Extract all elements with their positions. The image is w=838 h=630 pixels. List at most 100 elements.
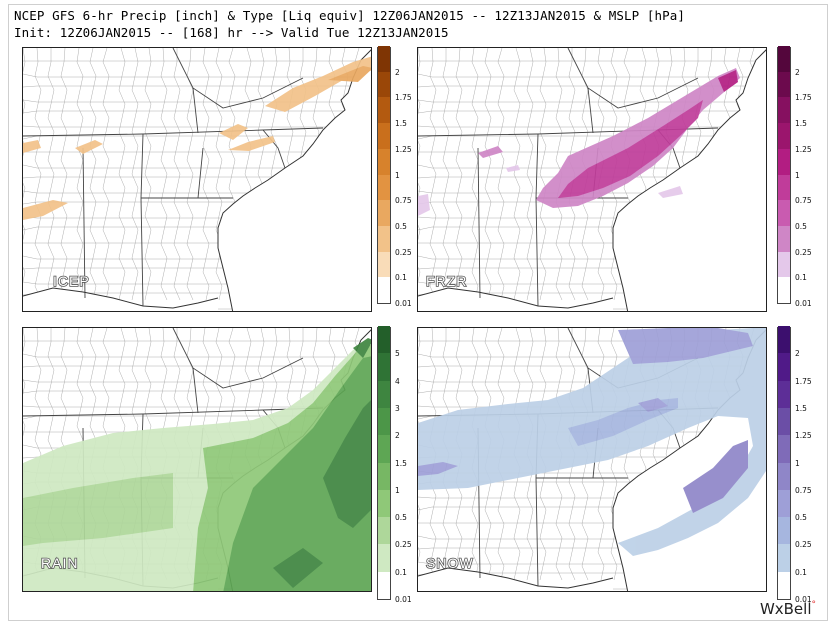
colorbar-segment <box>378 352 390 381</box>
rain-map: RAIN <box>23 328 371 591</box>
colorbar-tick-label: 1.25 <box>795 144 812 154</box>
colorbar-tick-label: 2 <box>795 349 800 359</box>
icep-colorbar <box>377 45 391 304</box>
rain-colorbar <box>377 325 391 600</box>
colorbar-tick-label: 0.5 <box>395 221 407 231</box>
colorbar-segment <box>378 122 390 149</box>
colorbar-segment <box>778 516 790 545</box>
colorbar-segment <box>778 325 790 354</box>
colorbar-segment <box>378 380 390 408</box>
colorbar-segment <box>378 489 390 518</box>
colorbar-tick-label: 0.5 <box>395 513 407 523</box>
colorbar-tick-label: 3 <box>395 403 400 413</box>
figure-title: NCEP GFS 6-hr Precip [inch] & Type [Liq … <box>14 8 686 23</box>
wxbell-logo: WxBell° <box>760 600 816 618</box>
colorbar-segment <box>778 462 790 490</box>
colorbar-segment <box>378 45 390 72</box>
colorbar-tick-label: 1.5 <box>395 458 407 468</box>
frzr-precip-shading <box>418 68 740 216</box>
colorbar-segment <box>378 434 390 463</box>
colorbar-tick-label: 1.75 <box>395 93 412 103</box>
rain-panel-label: RAIN <box>41 555 78 571</box>
colorbar-tick-label: 0.25 <box>795 540 812 550</box>
rain-precip-shading <box>23 338 371 591</box>
colorbar-tick-label: 1.25 <box>395 144 412 154</box>
wxbell-logo-text: WxBell <box>759 600 812 618</box>
colorbar-tick-label: 1.75 <box>795 93 812 103</box>
colorbar-tick-label: 0.01 <box>395 595 412 604</box>
colorbar-segment <box>378 225 390 252</box>
snow-colorbar <box>777 325 791 600</box>
colorbar-tick-label: 1.5 <box>395 119 407 129</box>
colorbar-segment <box>778 380 790 408</box>
colorbar-tick-label: 2 <box>395 431 400 441</box>
colorbar-tick-label: 1.5 <box>795 119 807 129</box>
colorbar-segment <box>778 148 790 175</box>
frzr-map-panel: FRZR <box>417 47 767 312</box>
colorbar-segment <box>778 407 790 436</box>
colorbar-tick-label: 4 <box>395 376 400 386</box>
colorbar-tick-label: 0.01 <box>795 299 812 308</box>
colorbar-segment <box>778 434 790 463</box>
colorbar-segment <box>378 96 390 124</box>
colorbar-segment <box>378 407 390 436</box>
colorbar-tick-label: 0.01 <box>795 595 812 604</box>
colorbar-tick-label: 0.1 <box>795 567 807 577</box>
colorbar-segment <box>778 122 790 149</box>
colorbar-tick-label: 2 <box>395 67 400 77</box>
colorbar-tick-label: 0.75 <box>795 485 812 495</box>
frzr-map: FRZR <box>418 48 766 311</box>
basemap-lines <box>23 48 371 311</box>
colorbar-tick-label: 0.25 <box>395 540 412 550</box>
colorbar-tick-label: 1.5 <box>795 403 807 413</box>
wxbell-logo-dot: ° <box>811 600 817 610</box>
icep-map-panel: ICEP <box>22 47 372 312</box>
colorbar-segment <box>778 571 790 599</box>
colorbar-tick-label: 0.5 <box>795 513 807 523</box>
colorbar-segment <box>778 174 790 201</box>
rain-map-panel: RAIN <box>22 327 372 592</box>
colorbar-tick-label: 0.75 <box>395 196 412 206</box>
figure-frame <box>8 4 828 621</box>
colorbar-tick-label: 1 <box>795 170 800 180</box>
snow-panel-label: SNOW <box>426 555 474 571</box>
colorbar-segment <box>778 489 790 518</box>
colorbar-tick-label: 0.01 <box>395 299 412 308</box>
colorbar-tick-label: 0.25 <box>395 247 412 257</box>
colorbar-tick-label: 1.25 <box>795 431 812 441</box>
colorbar-tick-label: 1.75 <box>795 376 812 386</box>
colorbar-segment <box>378 543 390 572</box>
colorbar-segment <box>378 174 390 201</box>
colorbar-segment <box>378 71 390 98</box>
colorbar-segment <box>778 251 790 278</box>
colorbar-segment <box>778 276 790 303</box>
colorbar-segment <box>778 225 790 252</box>
colorbar-segment <box>778 199 790 226</box>
colorbar-segment <box>378 325 390 354</box>
snow-precip-shading <box>418 328 766 556</box>
colorbar-segment <box>378 516 390 545</box>
colorbar-segment <box>778 96 790 124</box>
colorbar-segment <box>378 148 390 175</box>
colorbar-tick-label: 5 <box>395 349 400 359</box>
frzr-colorbar <box>777 45 791 304</box>
colorbar-tick-label: 1 <box>395 170 400 180</box>
colorbar-segment <box>778 352 790 381</box>
colorbar-segment <box>778 71 790 98</box>
colorbar-tick-label: 0.1 <box>395 273 407 283</box>
colorbar-tick-label: 1 <box>395 485 400 495</box>
colorbar-tick-label: 0.5 <box>795 221 807 231</box>
colorbar-tick-label: 0.1 <box>395 567 407 577</box>
snow-map: SNOW <box>418 328 766 591</box>
frzr-panel-label: FRZR <box>426 273 467 289</box>
figure-subtitle: Init: 12Z06JAN2015 -- [168] hr --> Valid… <box>14 25 449 40</box>
colorbar-segment <box>778 45 790 72</box>
colorbar-segment <box>778 543 790 572</box>
colorbar-tick-label: 0.25 <box>795 247 812 257</box>
snow-map-panel: SNOW <box>417 327 767 592</box>
colorbar-segment <box>378 571 390 599</box>
colorbar-tick-label: 2 <box>795 67 800 77</box>
colorbar-segment <box>378 462 390 490</box>
icep-panel-label: ICEP <box>53 273 90 289</box>
colorbar-tick-label: 0.1 <box>795 273 807 283</box>
